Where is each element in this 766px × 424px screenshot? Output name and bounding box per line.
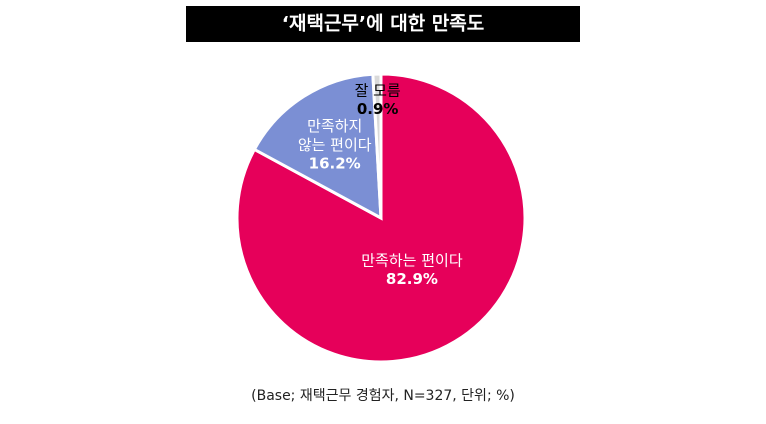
pie-slice	[371, 72, 383, 219]
slice-label-line: 만족하지	[307, 117, 362, 135]
value-label: 82.9%	[386, 270, 438, 288]
value-label: 16.2%	[309, 155, 361, 173]
note: (Base; 재택근무 경험자, N=327, 단위; %)	[251, 388, 515, 404]
slice-label: 만족하지 않는 편이다	[298, 117, 372, 154]
slice-label-line: 잘 모름	[355, 81, 401, 99]
chart-title: ‘재택근무’에 대한 만족도	[282, 13, 484, 35]
slice-label-line: 않는 편이다	[298, 136, 372, 154]
value-label: 0.9%	[357, 100, 399, 118]
title-box	[186, 6, 580, 42]
pie-slice	[252, 72, 383, 221]
slice-label: 만족하는 편이다	[361, 251, 463, 269]
slice-label-line: 만족하는 편이다	[361, 251, 463, 269]
slice-label: 잘 모름	[355, 81, 401, 99]
